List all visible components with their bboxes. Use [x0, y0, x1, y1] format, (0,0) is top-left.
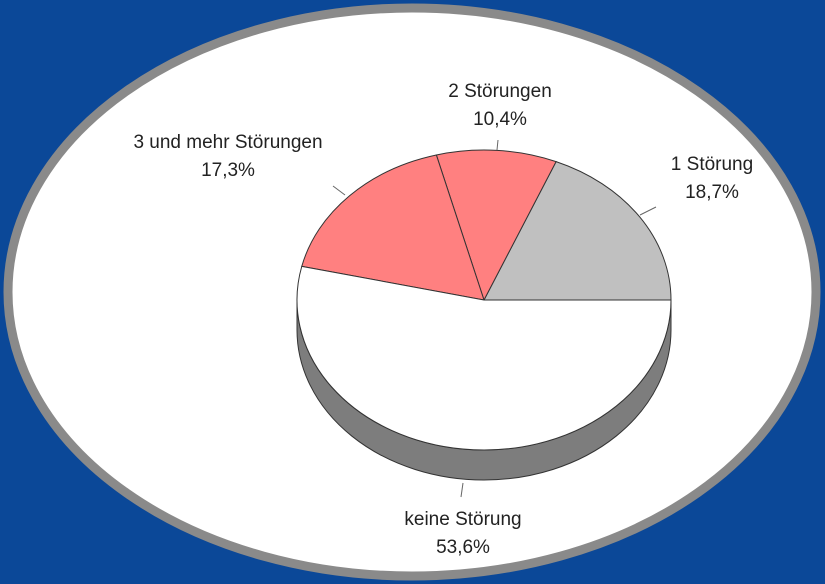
slice-value-label: 53,6%	[436, 537, 490, 558]
pie-slice	[435, 149, 557, 302]
slice-label: 1 Störung	[671, 154, 753, 175]
slice-value-label: 18,7%	[685, 182, 739, 203]
slice-label: keine Störung	[404, 509, 521, 530]
slice-label: 2 Störungen	[448, 81, 552, 102]
pie-slice	[483, 160, 672, 301]
slice-value-label: 17,3%	[201, 160, 255, 181]
leader-line	[460, 482, 464, 498]
pie-slice	[296, 265, 672, 451]
leader-line	[639, 206, 657, 216]
leader-line	[496, 139, 499, 151]
slice-label: 3 und mehr Störungen	[133, 132, 322, 153]
leader-line	[332, 185, 346, 196]
pie-slice	[301, 154, 485, 301]
slice-value-label: 10,4%	[473, 109, 527, 130]
